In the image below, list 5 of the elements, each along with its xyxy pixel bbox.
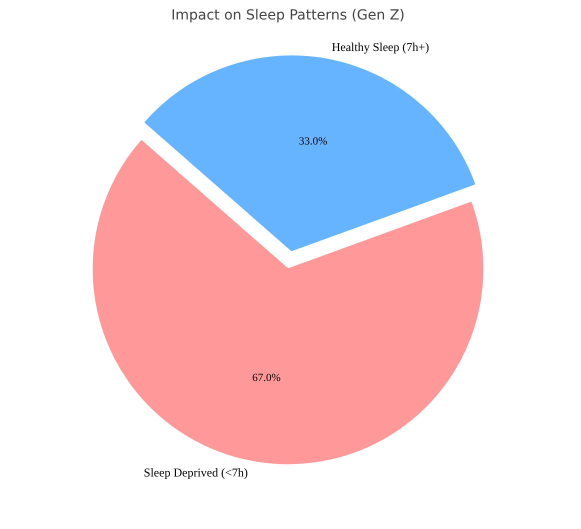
data-label: 67.0% bbox=[252, 372, 281, 384]
chart-title: Impact on Sleep Patterns (Gen Z) bbox=[171, 8, 405, 24]
slice-label: Healthy Sleep (7h+) bbox=[332, 40, 430, 54]
data-label: 33.0% bbox=[298, 136, 328, 148]
slice-label: Sleep Deprived (<7h) bbox=[144, 465, 248, 480]
